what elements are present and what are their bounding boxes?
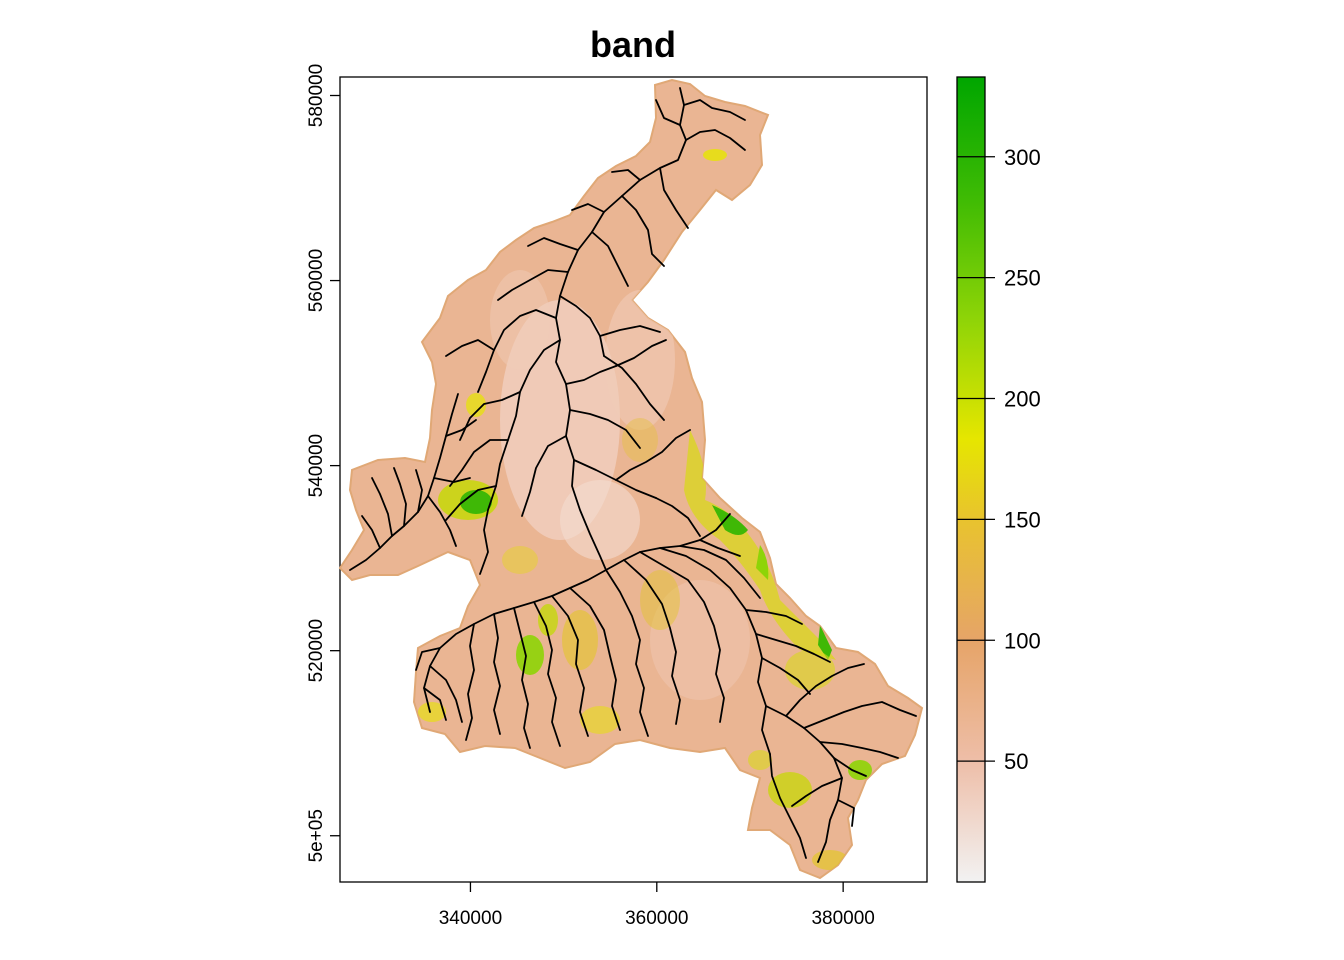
legend-tick-label: 300	[1004, 145, 1041, 170]
legend-colorbar: 50 100 150 200 250 300	[956, 76, 1041, 883]
colorbar-ramp	[956, 76, 986, 883]
y-tick-label: 560000	[306, 249, 327, 312]
x-tick-label: 360000	[625, 908, 688, 929]
y-axis	[330, 94, 340, 837]
legend-tick-label: 250	[1004, 266, 1041, 291]
x-axis	[469, 882, 844, 892]
y-tick-label: 580000	[306, 64, 327, 127]
legend-tick-label: 50	[1004, 749, 1028, 774]
x-tick-label: 340000	[439, 908, 502, 929]
river-network	[349, 87, 917, 863]
y-tick-label: 520000	[306, 619, 327, 682]
x-tick-label: 380000	[811, 908, 874, 929]
y-tick-label: 5e+05	[306, 809, 327, 862]
legend-tick-label: 200	[1004, 387, 1041, 412]
legend-tick-label: 100	[1004, 628, 1041, 653]
x-tick-labels: 340000 360000 380000	[439, 908, 875, 929]
legend-tick-label: 150	[1004, 507, 1041, 532]
y-tick-labels: 5e+05 520000 540000 560000 580000	[306, 64, 327, 863]
y-tick-label: 540000	[306, 434, 327, 497]
map-title: band	[590, 24, 676, 65]
plot-frame	[339, 76, 928, 883]
